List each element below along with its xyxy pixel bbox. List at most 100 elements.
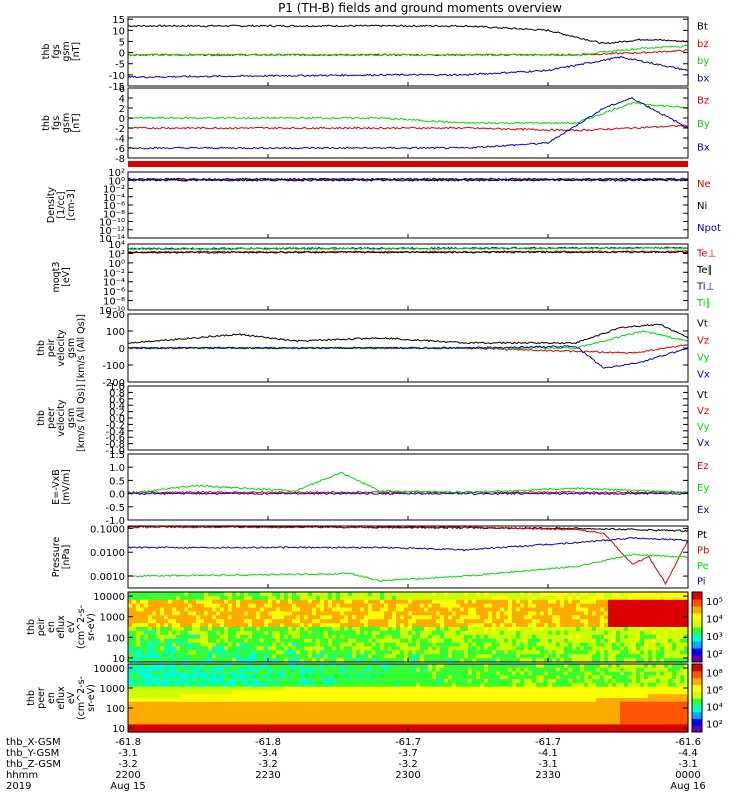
heatmap-cell (408, 687, 413, 691)
heatmap-cell (604, 600, 609, 604)
heatmap-cell (184, 639, 189, 643)
heatmap-cell (644, 631, 649, 635)
heatmap-cell (548, 675, 553, 679)
heatmap-cell (560, 713, 565, 717)
heatmap-cell (276, 672, 281, 676)
heatmap-cell (336, 690, 341, 694)
heatmap-cell (328, 623, 333, 627)
heatmap-cell (480, 654, 485, 658)
heatmap-cell (488, 596, 493, 600)
legend-label: Vz (697, 336, 709, 347)
heatmap-cell (584, 650, 589, 654)
heatmap-cell (352, 717, 357, 721)
heatmap-cell (188, 724, 193, 728)
heatmap-cell (532, 623, 537, 627)
heatmap-cell (296, 709, 301, 713)
heatmap-cell (424, 592, 429, 596)
heatmap-cell (292, 672, 297, 676)
heatmap-cell (508, 721, 513, 725)
heatmap-cell (348, 672, 353, 676)
heatmap-cell (240, 631, 245, 635)
heatmap-cell (152, 683, 157, 687)
heatmap-cell (368, 672, 373, 676)
heatmap-cell (268, 664, 273, 668)
colorbar-swatch (692, 634, 702, 642)
heatmap-cell (516, 687, 521, 691)
heatmap-cell (344, 650, 349, 654)
heatmap-cell (628, 631, 633, 635)
heatmap-cell (280, 654, 285, 658)
heatmap-cell (348, 619, 353, 623)
heatmap-cell (436, 709, 441, 713)
heatmap-cell (264, 643, 269, 647)
heatmap-cell (260, 668, 265, 672)
heatmap-cell (284, 604, 289, 608)
heatmap-cell (164, 675, 169, 679)
heatmap-cell (172, 724, 177, 728)
heatmap-cell (320, 615, 325, 619)
series-line-by (128, 46, 688, 56)
heatmap-cell (388, 611, 393, 615)
heatmap-cell (388, 668, 393, 672)
heatmap-cell (348, 604, 353, 608)
heatmap-cell (380, 664, 385, 668)
heatmap-cell (416, 721, 421, 725)
heatmap-cell (460, 592, 465, 596)
heatmap-cell (588, 596, 593, 600)
heatmap-cell (200, 646, 205, 650)
heatmap-cell (596, 668, 601, 672)
heatmap-cell (372, 627, 377, 631)
heatmap-cell (680, 646, 685, 650)
heatmap-cell (484, 709, 489, 713)
heatmap-cell (504, 709, 509, 713)
heatmap-cell (576, 706, 581, 710)
heatmap-cell (304, 721, 309, 725)
y-tick-label: -100 (102, 361, 125, 372)
heatmap-cell (456, 592, 461, 596)
heatmap-cell (364, 717, 369, 721)
heatmap-cell (372, 683, 377, 687)
heatmap-cell (364, 596, 369, 600)
heatmap-cell (524, 627, 529, 631)
heatmap-cell (244, 611, 249, 615)
heatmap-cell (348, 643, 353, 647)
heatmap-cell (404, 592, 409, 596)
heatmap-cell (412, 706, 417, 710)
heatmap-cell (236, 713, 241, 717)
heatmap-cell (592, 592, 597, 596)
heatmap-cell (468, 713, 473, 717)
heatmap-cell (408, 690, 413, 694)
heatmap-cell (492, 706, 497, 710)
heatmap-cell (324, 650, 329, 654)
heatmap-cell (544, 717, 549, 721)
heatmap-cell (548, 668, 553, 672)
heatmap-cell (160, 650, 165, 654)
heatmap-cell (168, 668, 173, 672)
heatmap-cell (324, 604, 329, 608)
heatmap-cell (512, 611, 517, 615)
heatmap-cell (560, 724, 565, 728)
heatmap-cell (176, 713, 181, 717)
heatmap-cell (580, 675, 585, 679)
heatmap-cell (484, 654, 489, 658)
heatmap-cell (200, 690, 205, 694)
heatmap-cell (484, 650, 489, 654)
heatmap-cell (140, 690, 145, 694)
heatmap-cell (144, 690, 149, 694)
heatmap-cell (524, 619, 529, 623)
heatmap-cell (196, 721, 201, 725)
heatmap-cell (372, 687, 377, 691)
heatmap-cell (212, 596, 217, 600)
heatmap-cell (132, 713, 137, 717)
heatmap-cell (452, 683, 457, 687)
heatmap-cell (172, 672, 177, 676)
heatmap-cell (400, 639, 405, 643)
legend-label: Ez (697, 461, 709, 472)
heatmap-cell (264, 687, 269, 691)
heatmap-cell (204, 713, 209, 717)
heatmap-cell (340, 611, 345, 615)
heatmap-cell (588, 643, 593, 647)
heatmap-cell (156, 668, 161, 672)
heatmap-cell (216, 619, 221, 623)
heatmap-cell (232, 608, 237, 612)
